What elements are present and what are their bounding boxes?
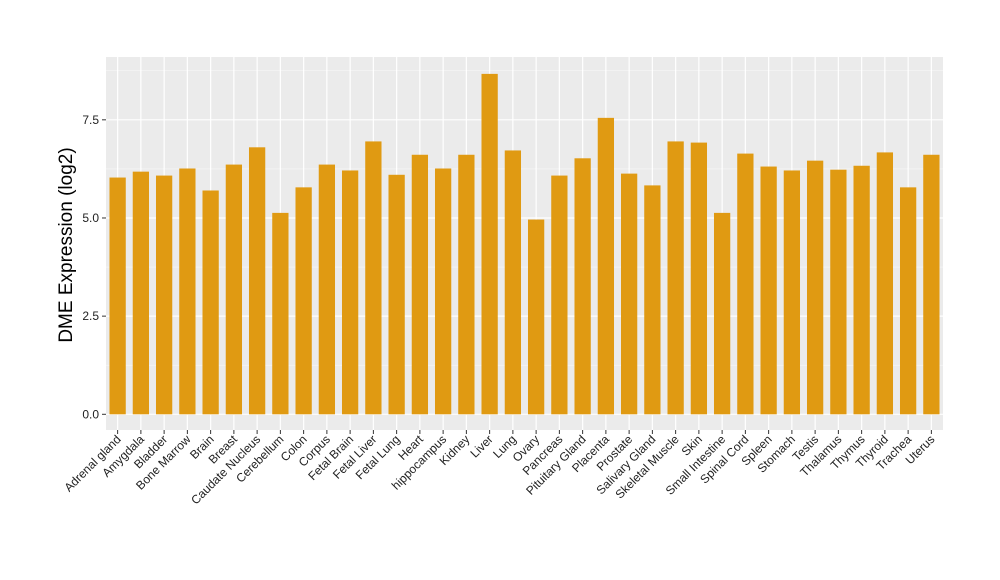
bar [504,150,522,415]
bar [899,187,917,415]
plot-panel [106,57,943,430]
bar [481,73,498,415]
bar [202,190,219,415]
bar [783,170,801,415]
bar [341,170,359,415]
bar [155,175,173,415]
bar [853,165,870,415]
y-tick-label: 0.0 [82,407,99,421]
bar [876,152,894,415]
bar [574,158,591,415]
x-tick-label: Liver [467,432,495,460]
bar [225,164,243,415]
y-axis-title: DME Expression (log2) [56,147,77,342]
bar [620,173,638,415]
y-tick-label: 2.5 [82,309,99,323]
bars [109,73,940,415]
bar [248,147,266,415]
bar [365,141,382,415]
bar [830,169,847,415]
bar [737,153,754,415]
bar [411,154,429,415]
bar [272,212,289,415]
bar [109,177,126,415]
bar [132,171,150,415]
bar [179,168,196,415]
bar [923,154,940,415]
bar [713,212,731,415]
bar [644,185,661,415]
minor-gridlines [106,70,943,366]
bar [760,166,777,415]
y-tick-label: 7.5 [82,113,99,127]
bar [806,160,824,415]
bar [597,117,615,415]
bar [667,141,684,415]
bar [551,175,568,415]
bar [434,168,452,415]
bar [388,174,405,415]
bar [527,219,545,415]
bar [295,187,312,415]
bar [318,164,336,415]
y-tick-label: 5.0 [82,211,99,225]
bar [458,154,475,415]
y-axis: 0.0 2.5 5.0 7.5 [82,113,106,421]
bar [690,142,708,415]
